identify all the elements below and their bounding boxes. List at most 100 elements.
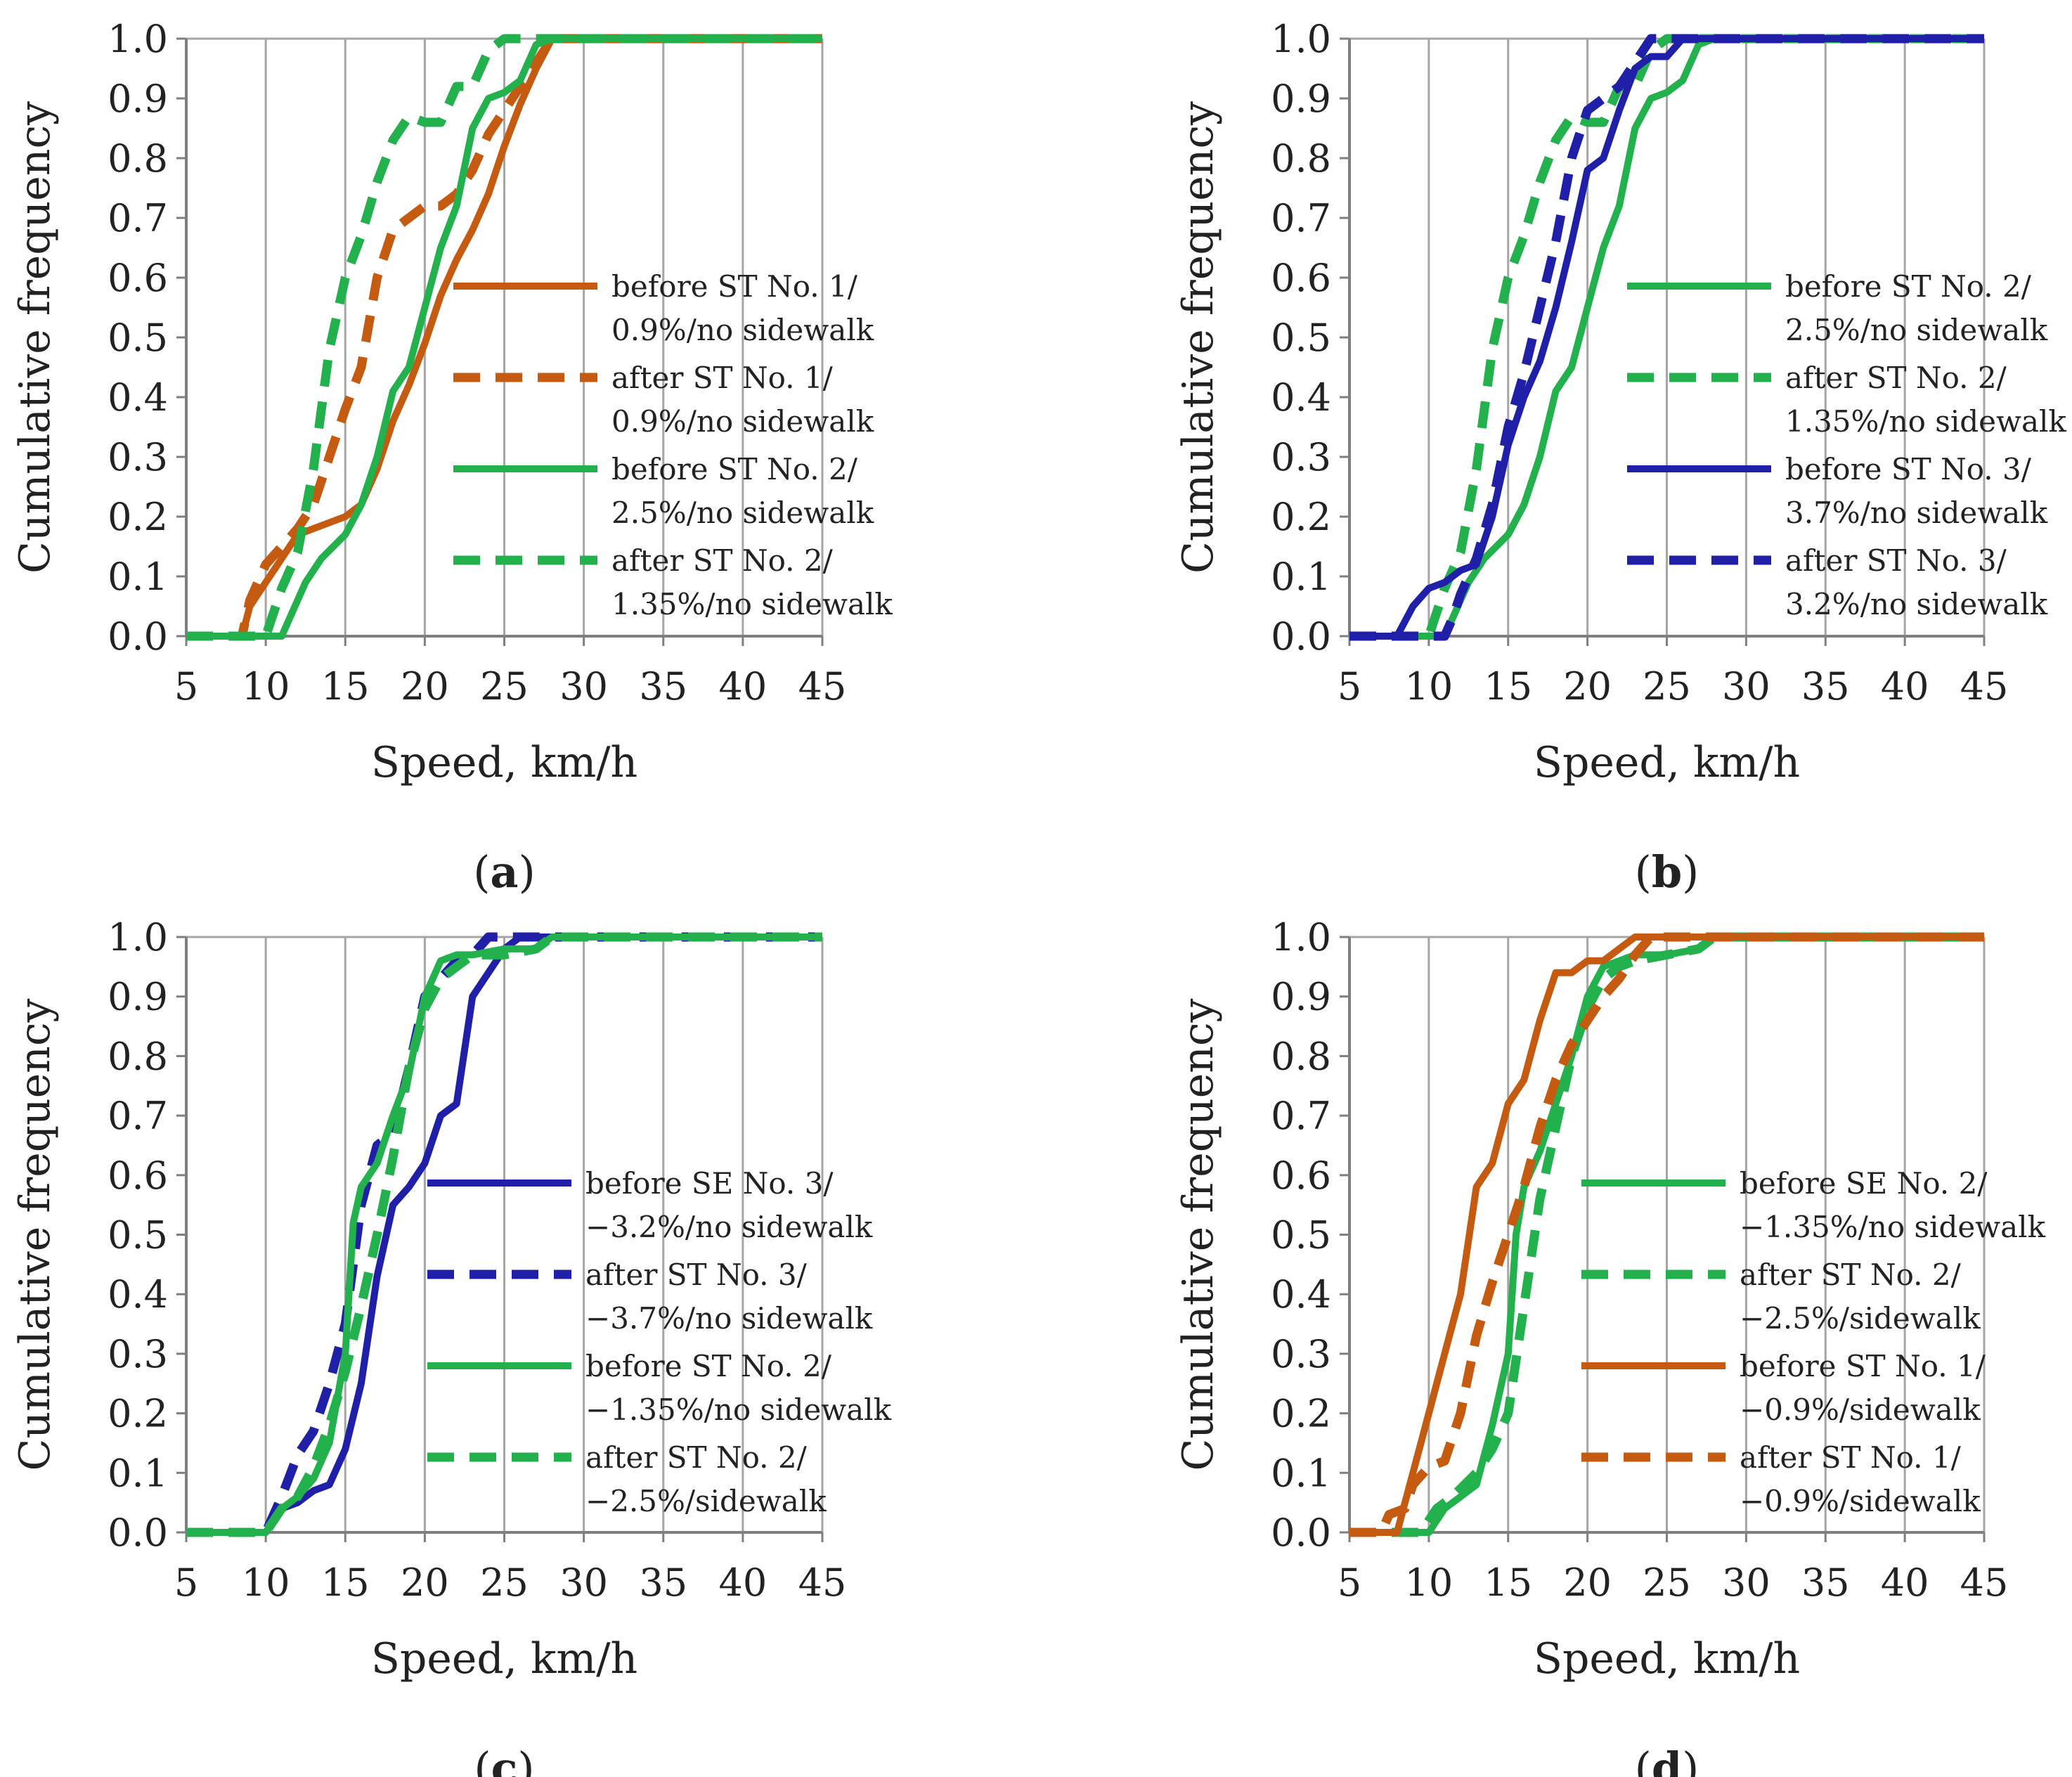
x-tick-label: 45 — [798, 1560, 847, 1605]
y-tick-label: 1.0 — [1271, 17, 1331, 61]
panel-c: 5 10 15 20 25 30 35 40 45 0.0 0.1 0.2 0.3 0.4 0.5 0.6 0.… — [11, 915, 892, 1777]
series-line-3 — [1349, 35, 1984, 640]
legend-label: −1.35%/no sidewalk — [1740, 1210, 2046, 1244]
legend-label: after ST No. 2/ — [585, 1440, 808, 1475]
y-axis-label: Cumulative frequency — [1174, 998, 1223, 1471]
x-tick-label: 25 — [1643, 1560, 1691, 1605]
panel-label: (a) — [473, 846, 536, 898]
series-line-3 — [1349, 933, 1984, 1536]
y-tick-label: 0.6 — [1271, 256, 1331, 300]
y-tick-label: 0.7 — [1271, 1094, 1331, 1138]
x-tick-label: 35 — [639, 664, 687, 709]
y-tick-label: 0.9 — [1271, 77, 1331, 121]
legend-label: 3.2%/no sidewalk — [1785, 587, 2048, 621]
y-tick-label: 0.1 — [1271, 1451, 1331, 1495]
x-tick-label: 5 — [1338, 1560, 1361, 1605]
legend-label: after ST No. 1/ — [611, 361, 834, 395]
series-line-2 — [1349, 34, 1984, 641]
y-tick-label: 0.3 — [1271, 1332, 1331, 1376]
legend-label: 0.9%/no sidewalk — [611, 313, 874, 347]
x-axis-label: Speed, km/h — [1534, 1634, 1800, 1684]
series-line-2 — [186, 34, 822, 641]
x-tick-label: 20 — [401, 1560, 449, 1605]
y-tick-label: 0.8 — [108, 136, 168, 181]
legend-label: before ST No. 2/ — [585, 1349, 832, 1383]
x-tick-label: 5 — [174, 1560, 198, 1605]
x-tick-label: 30 — [559, 1560, 608, 1605]
legend-label: −2.5%/sidewalk — [585, 1484, 827, 1518]
legend-label: 2.5%/no sidewalk — [1785, 313, 2048, 347]
y-tick-label: 0.5 — [1271, 1213, 1331, 1258]
y-tick-label: 1.0 — [1271, 915, 1331, 959]
x-tick-label: 35 — [1801, 1560, 1850, 1605]
x-tick-label: 40 — [1881, 664, 1929, 709]
y-tick-label: 0.6 — [1271, 1154, 1331, 1198]
y-tick-label: 0.5 — [108, 1213, 168, 1258]
y-tick-label: 0.0 — [108, 614, 168, 659]
x-tick-label: 10 — [1405, 1560, 1453, 1605]
y-tick-label: 0.3 — [108, 1332, 168, 1376]
x-tick-label: 20 — [1563, 1560, 1612, 1605]
series-line-4 — [186, 34, 822, 641]
panel-label: (d) — [1635, 1743, 1699, 1777]
y-tick-label: 0.6 — [108, 256, 168, 300]
legend-label: 3.7%/no sidewalk — [1785, 496, 2048, 530]
x-tick-label: 20 — [401, 664, 449, 709]
legend-label: −3.2%/no sidewalk — [585, 1210, 873, 1244]
series-line-4 — [186, 932, 822, 1537]
y-tick-label: 0.9 — [1271, 975, 1331, 1019]
legend-label: before ST No. 2/ — [1785, 269, 2032, 304]
x-tick-label: 35 — [1801, 664, 1850, 709]
y-tick-label: 0.1 — [1271, 555, 1331, 599]
y-tick-label: 0.3 — [108, 435, 168, 479]
y-tick-label: 0.9 — [108, 975, 168, 1019]
x-axis-label: Speed, km/h — [1534, 738, 1800, 787]
x-tick-label: 30 — [559, 664, 608, 709]
y-tick-label: 0.2 — [1271, 1392, 1331, 1436]
legend-label: before ST No. 1/ — [1740, 1349, 1986, 1383]
legend-label: after ST No. 3/ — [585, 1258, 808, 1292]
y-tick-label: 1.0 — [108, 17, 168, 61]
y-tick-label: 0.7 — [108, 1094, 168, 1138]
x-tick-label: 40 — [719, 664, 768, 709]
x-tick-label: 10 — [242, 1560, 290, 1605]
x-tick-label: 15 — [321, 1560, 370, 1605]
y-tick-label: 0.2 — [108, 1392, 168, 1436]
y-tick-label: 0.0 — [1271, 614, 1331, 659]
panel-b: 5 10 15 20 25 30 35 40 45 0.0 0.1 0.2 0.3 0.4 0.5 0.6 0.… — [1174, 17, 2066, 898]
x-tick-label: 40 — [719, 1560, 768, 1605]
y-tick-label: 0.9 — [108, 77, 168, 121]
y-tick-label: 0.6 — [108, 1154, 168, 1198]
y-tick-label: 0.7 — [1271, 196, 1331, 240]
y-tick-label: 0.4 — [108, 375, 168, 420]
legend-label: −2.5%/sidewalk — [1740, 1301, 1981, 1336]
series-line-2 — [1349, 932, 1984, 1537]
series-line-1 — [1349, 35, 1984, 640]
x-tick-label: 45 — [1960, 1560, 2009, 1605]
legend-label: before SE No. 3/ — [585, 1166, 834, 1201]
x-axis-label: Speed, km/h — [371, 1634, 637, 1684]
y-tick-label: 0.0 — [108, 1511, 168, 1555]
legend-label: after ST No. 2/ — [1785, 361, 2007, 395]
x-tick-label: 40 — [1881, 1560, 1929, 1605]
y-tick-label: 0.2 — [1271, 495, 1331, 539]
y-tick-label: 0.4 — [1271, 1272, 1331, 1317]
x-tick-label: 15 — [321, 664, 370, 709]
legend-label: after ST No. 3/ — [1785, 543, 2007, 578]
x-tick-label: 25 — [1643, 664, 1691, 709]
x-tick-label: 30 — [1722, 1560, 1770, 1605]
legend-label: 0.9%/no sidewalk — [611, 404, 874, 439]
x-tick-label: 25 — [480, 664, 529, 709]
y-tick-label: 0.5 — [1271, 316, 1331, 360]
y-tick-label: 1.0 — [108, 915, 168, 959]
x-axis-label: Speed, km/h — [371, 738, 637, 787]
y-tick-label: 0.1 — [108, 1451, 168, 1495]
panel-label: (c) — [474, 1743, 534, 1777]
legend-label: 1.35%/no sidewalk — [1785, 404, 2066, 439]
legend-label: 1.35%/no sidewalk — [611, 587, 893, 621]
legend-label: before ST No. 1/ — [611, 269, 858, 304]
legend-label: −0.9%/sidewalk — [1740, 1484, 1981, 1518]
x-tick-label: 45 — [1960, 664, 2009, 709]
x-tick-label: 45 — [798, 664, 847, 709]
y-axis-label: Cumulative frequency — [1174, 101, 1223, 574]
